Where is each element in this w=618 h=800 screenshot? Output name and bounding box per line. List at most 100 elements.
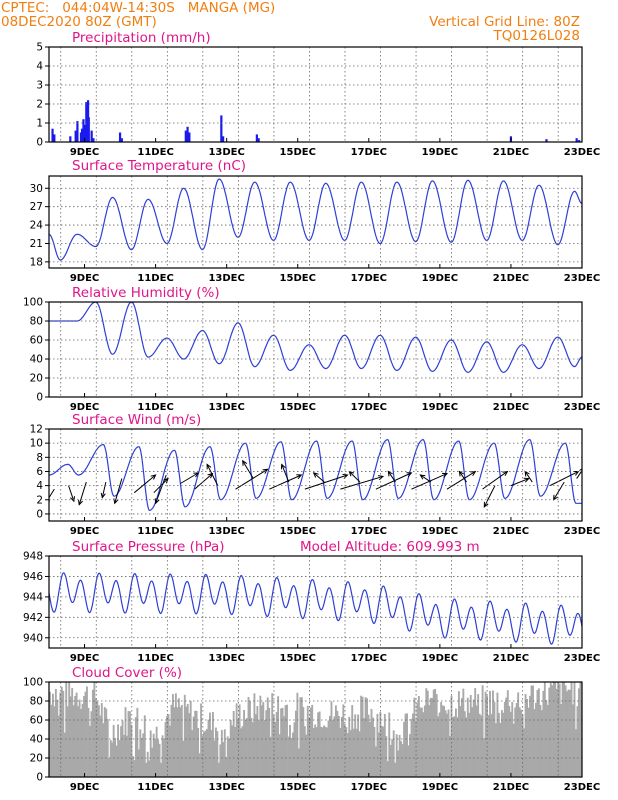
cloud-column (363, 718, 366, 777)
cloud-column (289, 724, 291, 777)
cloud-column (112, 724, 115, 777)
cloud-column (259, 695, 262, 777)
cloud-column (309, 707, 312, 777)
cloud-column (440, 702, 443, 777)
cloud-column (361, 696, 364, 777)
cloud-column (211, 711, 214, 777)
cloud-column (143, 715, 146, 777)
cloud-column (121, 720, 124, 777)
cloud-column (167, 714, 170, 777)
cloud-ytick-label: 100 (23, 677, 43, 689)
cloud-column (466, 697, 469, 777)
temperature-title: Surface Temperature (nC) (72, 158, 246, 174)
cloud-column (409, 734, 411, 777)
cloud-column (367, 714, 370, 777)
cloud-column (463, 711, 466, 777)
precip-bar (53, 134, 56, 142)
cloud-column (475, 705, 478, 777)
cloud-column (54, 689, 57, 777)
cloud-column (425, 688, 428, 777)
cloud-column (369, 721, 371, 777)
cloud-column (117, 724, 120, 777)
cloud-column (569, 689, 571, 777)
cloud-column (271, 693, 274, 777)
wind-arrow-head (406, 472, 413, 478)
cloud-column (527, 707, 530, 777)
precip-bar (257, 138, 260, 142)
cloud-data (49, 682, 582, 777)
wind-arrow (235, 468, 268, 490)
cloud-column (495, 723, 497, 777)
cloud-column (250, 717, 253, 777)
temperature-ytick-label: 24 (30, 220, 44, 232)
cloud-column (500, 710, 503, 777)
temperature-xtick-label: 23DEC (564, 273, 600, 284)
cloud-column (210, 729, 213, 777)
cloud-title: Cloud Cover (%) (72, 665, 182, 681)
cloud-column (503, 701, 506, 777)
temperature-xtick-label: 17DEC (351, 273, 387, 284)
precip-xtick-label: 9DEC (70, 147, 99, 158)
precip-panel: 0 1 2 3 4 5 9DEC 11DEC 13DEC 15DEC 17DEC 19DEC 21DEC… (36, 30, 600, 158)
precip-bar (76, 121, 79, 142)
cloud-column (204, 730, 207, 777)
wind-arrow (101, 481, 107, 498)
cloud-column (535, 702, 537, 777)
cloud-column (192, 716, 195, 777)
cloud-column (63, 732, 66, 777)
cloud-column (275, 712, 278, 777)
cloud-column (515, 702, 518, 777)
cloud-column (183, 694, 186, 777)
pressure-xtick-label: 9DEC (70, 653, 99, 664)
temperature-ytick-label: 27 (30, 201, 43, 213)
cloud-column (334, 705, 337, 777)
precip-xtick-label: 19DEC (422, 147, 458, 158)
wind-arrow (133, 474, 156, 494)
cloud-column (557, 682, 560, 777)
cloud-column (189, 700, 192, 777)
cloud-column (139, 729, 142, 777)
cloud-column (520, 709, 523, 777)
temperature-xtick-label: 9DEC (70, 273, 99, 284)
cloud-column (59, 692, 62, 777)
cloud-column (561, 682, 564, 777)
cloud-frame (48, 681, 583, 778)
cloud-column (317, 712, 320, 777)
cloud-column (148, 760, 151, 777)
cloud-column (389, 744, 392, 777)
cloud-column (241, 726, 244, 777)
humidity-xtick-label: 9DEC (70, 402, 99, 413)
cloud-column (326, 727, 328, 777)
cloud-column (558, 683, 561, 777)
cloud-column (382, 726, 385, 777)
temperature-series-line (49, 178, 582, 261)
cloud-column (191, 730, 194, 777)
humidity-frame (48, 301, 583, 398)
cloud-column (111, 742, 114, 777)
cloud-column (435, 694, 438, 777)
wind-xtick-label: 11DEC (137, 526, 173, 537)
cloud-xtick-label: 13DEC (208, 782, 244, 793)
humidity-xtick-label: 11DEC (137, 402, 173, 413)
cloud-column (197, 727, 200, 777)
cloud-column (398, 734, 401, 777)
cloud-column (563, 682, 566, 777)
cloud-column (339, 727, 342, 777)
cloud-column (292, 732, 294, 777)
cloud-column (74, 695, 77, 777)
cloud-column (477, 694, 480, 777)
cloud-column (397, 750, 400, 777)
cloud-column (145, 762, 148, 777)
wind-arrow (340, 475, 384, 490)
cloud-column (56, 699, 59, 777)
wind-arrow (549, 471, 579, 487)
forecast-date: 08DEC2020 80Z (GMT) (1, 14, 157, 30)
wind-arrow-head (523, 477, 530, 483)
humidity-xtick-label: 13DEC (208, 402, 244, 413)
cloud-column (188, 713, 191, 777)
cloud-column (176, 707, 179, 777)
cloud-column (497, 712, 500, 777)
cloud-column (429, 697, 432, 777)
cloud-column (123, 734, 125, 777)
cloud-column (69, 696, 72, 777)
